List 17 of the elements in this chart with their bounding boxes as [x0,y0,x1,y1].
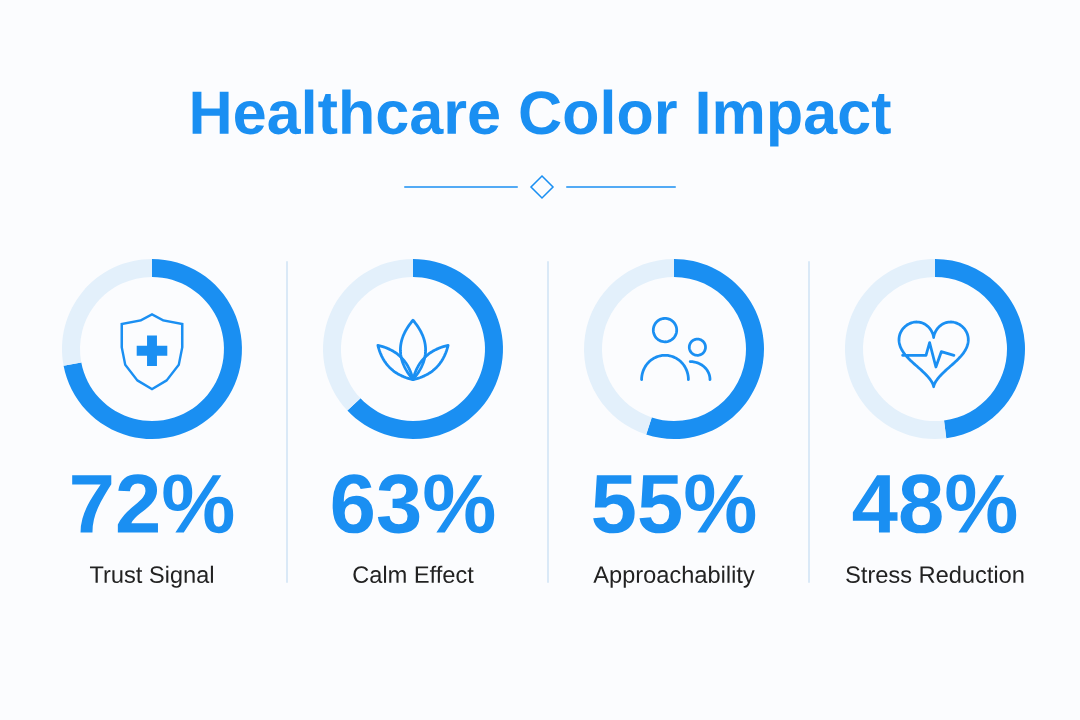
text: Trust Signal [89,565,213,588]
donut-slice [63,259,242,439]
donut-slice [347,259,503,439]
text: Calm Effect [353,565,474,584]
text: Healthcare Color Impact [192,89,891,147]
data-label: 72% [72,474,234,534]
data-label: 55% [593,474,756,534]
text: Stress Reduction [846,565,1024,584]
donut-slice [323,259,413,411]
text: Approachability [593,565,755,588]
donut-slice [845,259,947,439]
donut-slice [646,259,764,439]
donut-slice [62,259,152,366]
donut-slice [584,259,674,435]
data-label: 48% [852,474,1017,534]
donut-slice [935,259,1025,439]
data-label: 63% [332,474,495,534]
